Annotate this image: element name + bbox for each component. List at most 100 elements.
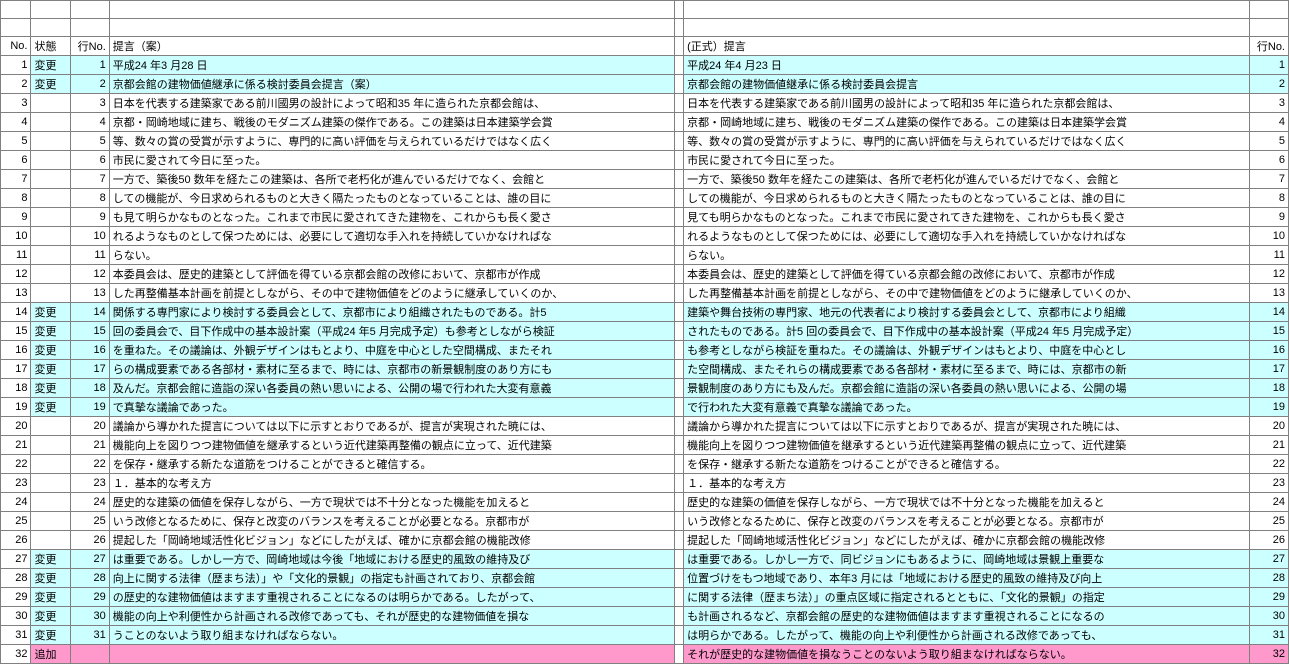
table-row: 2424歴史的な建築の価値を保存しながら、一方で現状では不十分となった機能を加え… bbox=[1, 493, 1289, 512]
cell-lineL: 15 bbox=[70, 322, 109, 341]
cell-lineR: 5 bbox=[1249, 132, 1288, 151]
cell-lineL: 13 bbox=[70, 284, 109, 303]
spacer bbox=[675, 227, 684, 246]
cell-right: も計画されるなど、京都会館の歴史的な建物価値はますます重視されることになるの bbox=[684, 607, 1250, 626]
cell-lineR: 22 bbox=[1249, 455, 1288, 474]
cell-left: しての機能が、今日求められるものと大きく隔たったものとなっていることは、誰の目に bbox=[109, 189, 675, 208]
table-row: 1212本委員会は、歴史的建築として評価を得ている京都会館の改修において、京都市… bbox=[1, 265, 1289, 284]
cell-left: 京都・岡崎地域に建ち、戦後のモダニズム建築の傑作である。この建築は日本建築学会賞 bbox=[109, 113, 675, 132]
cell-left: れるようなものとして保つためには、必要にして適切な手入れを持続していかなければな bbox=[109, 227, 675, 246]
cell-status bbox=[31, 132, 70, 151]
cell-right: は重要である。しかし一方で、同ビジョンにもあるように、岡崎地域は景観上重要な bbox=[684, 550, 1250, 569]
cell-left: らの構成要素である各部材・素材に至るまで、時には、京都市の新景観制度のあり方にも bbox=[109, 360, 675, 379]
cell-right: 京都・岡崎地域に建ち、戦後のモダニズム建築の傑作である。この建築は日本建築学会賞 bbox=[684, 113, 1250, 132]
cell-right: 日本を代表する建築家である前川國男の設計によって昭和35 年に造られた京都会館は… bbox=[684, 94, 1250, 113]
cell-lineR: 24 bbox=[1249, 493, 1288, 512]
cell-status bbox=[31, 246, 70, 265]
cell-right: 市民に愛されて今日に至った。 bbox=[684, 151, 1250, 170]
cell-no: 12 bbox=[1, 265, 31, 284]
cell-right: 議論から導かれた提言については以下に示すとおりであるが、提言が実現された暁には、 bbox=[684, 417, 1250, 436]
table-row: 88しての機能が、今日求められるものと大きく隔たったものとなっていることは、誰の… bbox=[1, 189, 1289, 208]
cell-right: いう改修となるために、保存と改変のバランスを考えることが必要となる。京都市が bbox=[684, 512, 1250, 531]
table-row: 66市民に愛されて今日に至った。市民に愛されて今日に至った。6 bbox=[1, 151, 1289, 170]
cell-left: 回の委員会で、目下作成中の基本設計案（平成24 年5 月完成予定）も参考としなが… bbox=[109, 322, 675, 341]
table-row: 2626提起した「岡崎地域活性化ビジョン」などにしたがえば、確かに京都会館の機能… bbox=[1, 531, 1289, 550]
cell-right: 建築や舞台技術の専門家、地元の代表者により検討する委員会として、京都市により組織 bbox=[684, 303, 1250, 322]
cell-left: うことのないよう取り組まなければならない。 bbox=[109, 626, 675, 645]
cell-status: 変更 bbox=[31, 569, 70, 588]
cell-no: 27 bbox=[1, 550, 31, 569]
cell-status bbox=[31, 512, 70, 531]
cell-no: 4 bbox=[1, 113, 31, 132]
cell-lineL: 8 bbox=[70, 189, 109, 208]
table-row: 30変更30機能の向上や利便性から計画される改修であっても、それが歴史的な建物価… bbox=[1, 607, 1289, 626]
table-row: 2020議論から導かれた提言については以下に示すとおりであるが、提言が実現された… bbox=[1, 417, 1289, 436]
spacer bbox=[675, 474, 684, 493]
cell-no: 6 bbox=[1, 151, 31, 170]
cell-lineR: 20 bbox=[1249, 417, 1288, 436]
cell-status: 変更 bbox=[31, 322, 70, 341]
cell-status bbox=[31, 227, 70, 246]
cell-right: 見ても明らかなものとなった。これまで市民に愛されてきた建物を、これからも長く愛さ bbox=[684, 208, 1250, 227]
table-body: 1変更1平成24 年3 月28 日平成24 年4 月23 日12変更2京都会館の… bbox=[1, 56, 1289, 664]
cell-no: 14 bbox=[1, 303, 31, 322]
cell-left: 及んだ。京都会館に造詣の深い各委員の熱い思いによる、公開の場で行われた大変有意義 bbox=[109, 379, 675, 398]
cell-no: 3 bbox=[1, 94, 31, 113]
cell-no: 2 bbox=[1, 75, 31, 94]
cell-left: で真摯な議論であった。 bbox=[109, 398, 675, 417]
cell-right: されたものである。計5 回の委員会で、目下作成中の基本設計案（平成24 年5 月… bbox=[684, 322, 1250, 341]
cell-lineR: 17 bbox=[1249, 360, 1288, 379]
cell-no: 19 bbox=[1, 398, 31, 417]
cell-no: 16 bbox=[1, 341, 31, 360]
spacer bbox=[675, 75, 684, 94]
cell-left bbox=[109, 645, 675, 664]
spacer bbox=[675, 189, 684, 208]
cell-right: 一方で、築後50 数年を経たこの建築は、各所で老朽化が進んでいるだけでなく、会館… bbox=[684, 170, 1250, 189]
cell-lineL: 26 bbox=[70, 531, 109, 550]
cell-left: いう改修となるために、保存と改変のバランスを考えることが必要となる。京都市が bbox=[109, 512, 675, 531]
table-row: 19変更19で真摯な議論であった。で行われた大変有意義で真摯な議論であった。19 bbox=[1, 398, 1289, 417]
cell-no: 25 bbox=[1, 512, 31, 531]
cell-lineL: 11 bbox=[70, 246, 109, 265]
cell-lineR: 16 bbox=[1249, 341, 1288, 360]
table-row: 17変更17らの構成要素である各部材・素材に至るまで、時には、京都市の新景観制度… bbox=[1, 360, 1289, 379]
cell-left: らない。 bbox=[109, 246, 675, 265]
cell-lineR: 7 bbox=[1249, 170, 1288, 189]
cell-right: を保存・継承する新たな道筋をつけることができると確信する。 bbox=[684, 455, 1250, 474]
cell-lineL: 1 bbox=[70, 56, 109, 75]
cell-left: を保存・継承する新たな道筋をつけることができると確信する。 bbox=[109, 455, 675, 474]
table-row: 31変更31うことのないよう取り組まなければならない。は明らかである。したがって… bbox=[1, 626, 1289, 645]
table-row: 16変更16を重ねた。その議論は、外観デザインはもとより、中庭を中心とした空間構… bbox=[1, 341, 1289, 360]
table-row: 18変更18及んだ。京都会館に造詣の深い各委員の熱い思いによる、公開の場で行われ… bbox=[1, 379, 1289, 398]
cell-status bbox=[31, 493, 70, 512]
cell-left: も見て明らかなものとなった。これまで市民に愛されてきた建物を、これからも長く愛さ bbox=[109, 208, 675, 227]
header-status: 状態 bbox=[31, 37, 70, 56]
cell-right: た空間構成、またそれらの構成要素である各部材・素材に至るまで、時には、京都市の新 bbox=[684, 360, 1250, 379]
cell-lineL: 12 bbox=[70, 265, 109, 284]
cell-no: 31 bbox=[1, 626, 31, 645]
cell-no: 15 bbox=[1, 322, 31, 341]
cell-right: １．基本的な考え方 bbox=[684, 474, 1250, 493]
cell-lineL: 4 bbox=[70, 113, 109, 132]
cell-lineR: 18 bbox=[1249, 379, 1288, 398]
cell-lineR: 10 bbox=[1249, 227, 1288, 246]
cell-lineL: 27 bbox=[70, 550, 109, 569]
spacer bbox=[675, 645, 684, 664]
cell-lineR: 28 bbox=[1249, 569, 1288, 588]
spacer bbox=[675, 493, 684, 512]
cell-status bbox=[31, 208, 70, 227]
table-row: 2323１．基本的な考え方１．基本的な考え方23 bbox=[1, 474, 1289, 493]
cell-lineR: 23 bbox=[1249, 474, 1288, 493]
cell-left: 向上に関する法律（歴まち法）」や「文化的景観」の指定も計画されており、京都会館 bbox=[109, 569, 675, 588]
table-row: 29変更29の歴史的な建物価値はますます重視されることになるのは明らかである。し… bbox=[1, 588, 1289, 607]
cell-no: 21 bbox=[1, 436, 31, 455]
cell-left: 等、数々の賞の受賞が示すように、専門的に高い評価を与えられているだけではなく広く bbox=[109, 132, 675, 151]
cell-lineL: 6 bbox=[70, 151, 109, 170]
cell-no: 9 bbox=[1, 208, 31, 227]
cell-lineL: 29 bbox=[70, 588, 109, 607]
cell-right: それが歴史的な建物価値を損なうことのないよう取り組まなければならない。 bbox=[684, 645, 1250, 664]
cell-no: 29 bbox=[1, 588, 31, 607]
table-row: 99も見て明らかなものとなった。これまで市民に愛されてきた建物を、これからも長く… bbox=[1, 208, 1289, 227]
cell-no: 28 bbox=[1, 569, 31, 588]
cell-status bbox=[31, 474, 70, 493]
